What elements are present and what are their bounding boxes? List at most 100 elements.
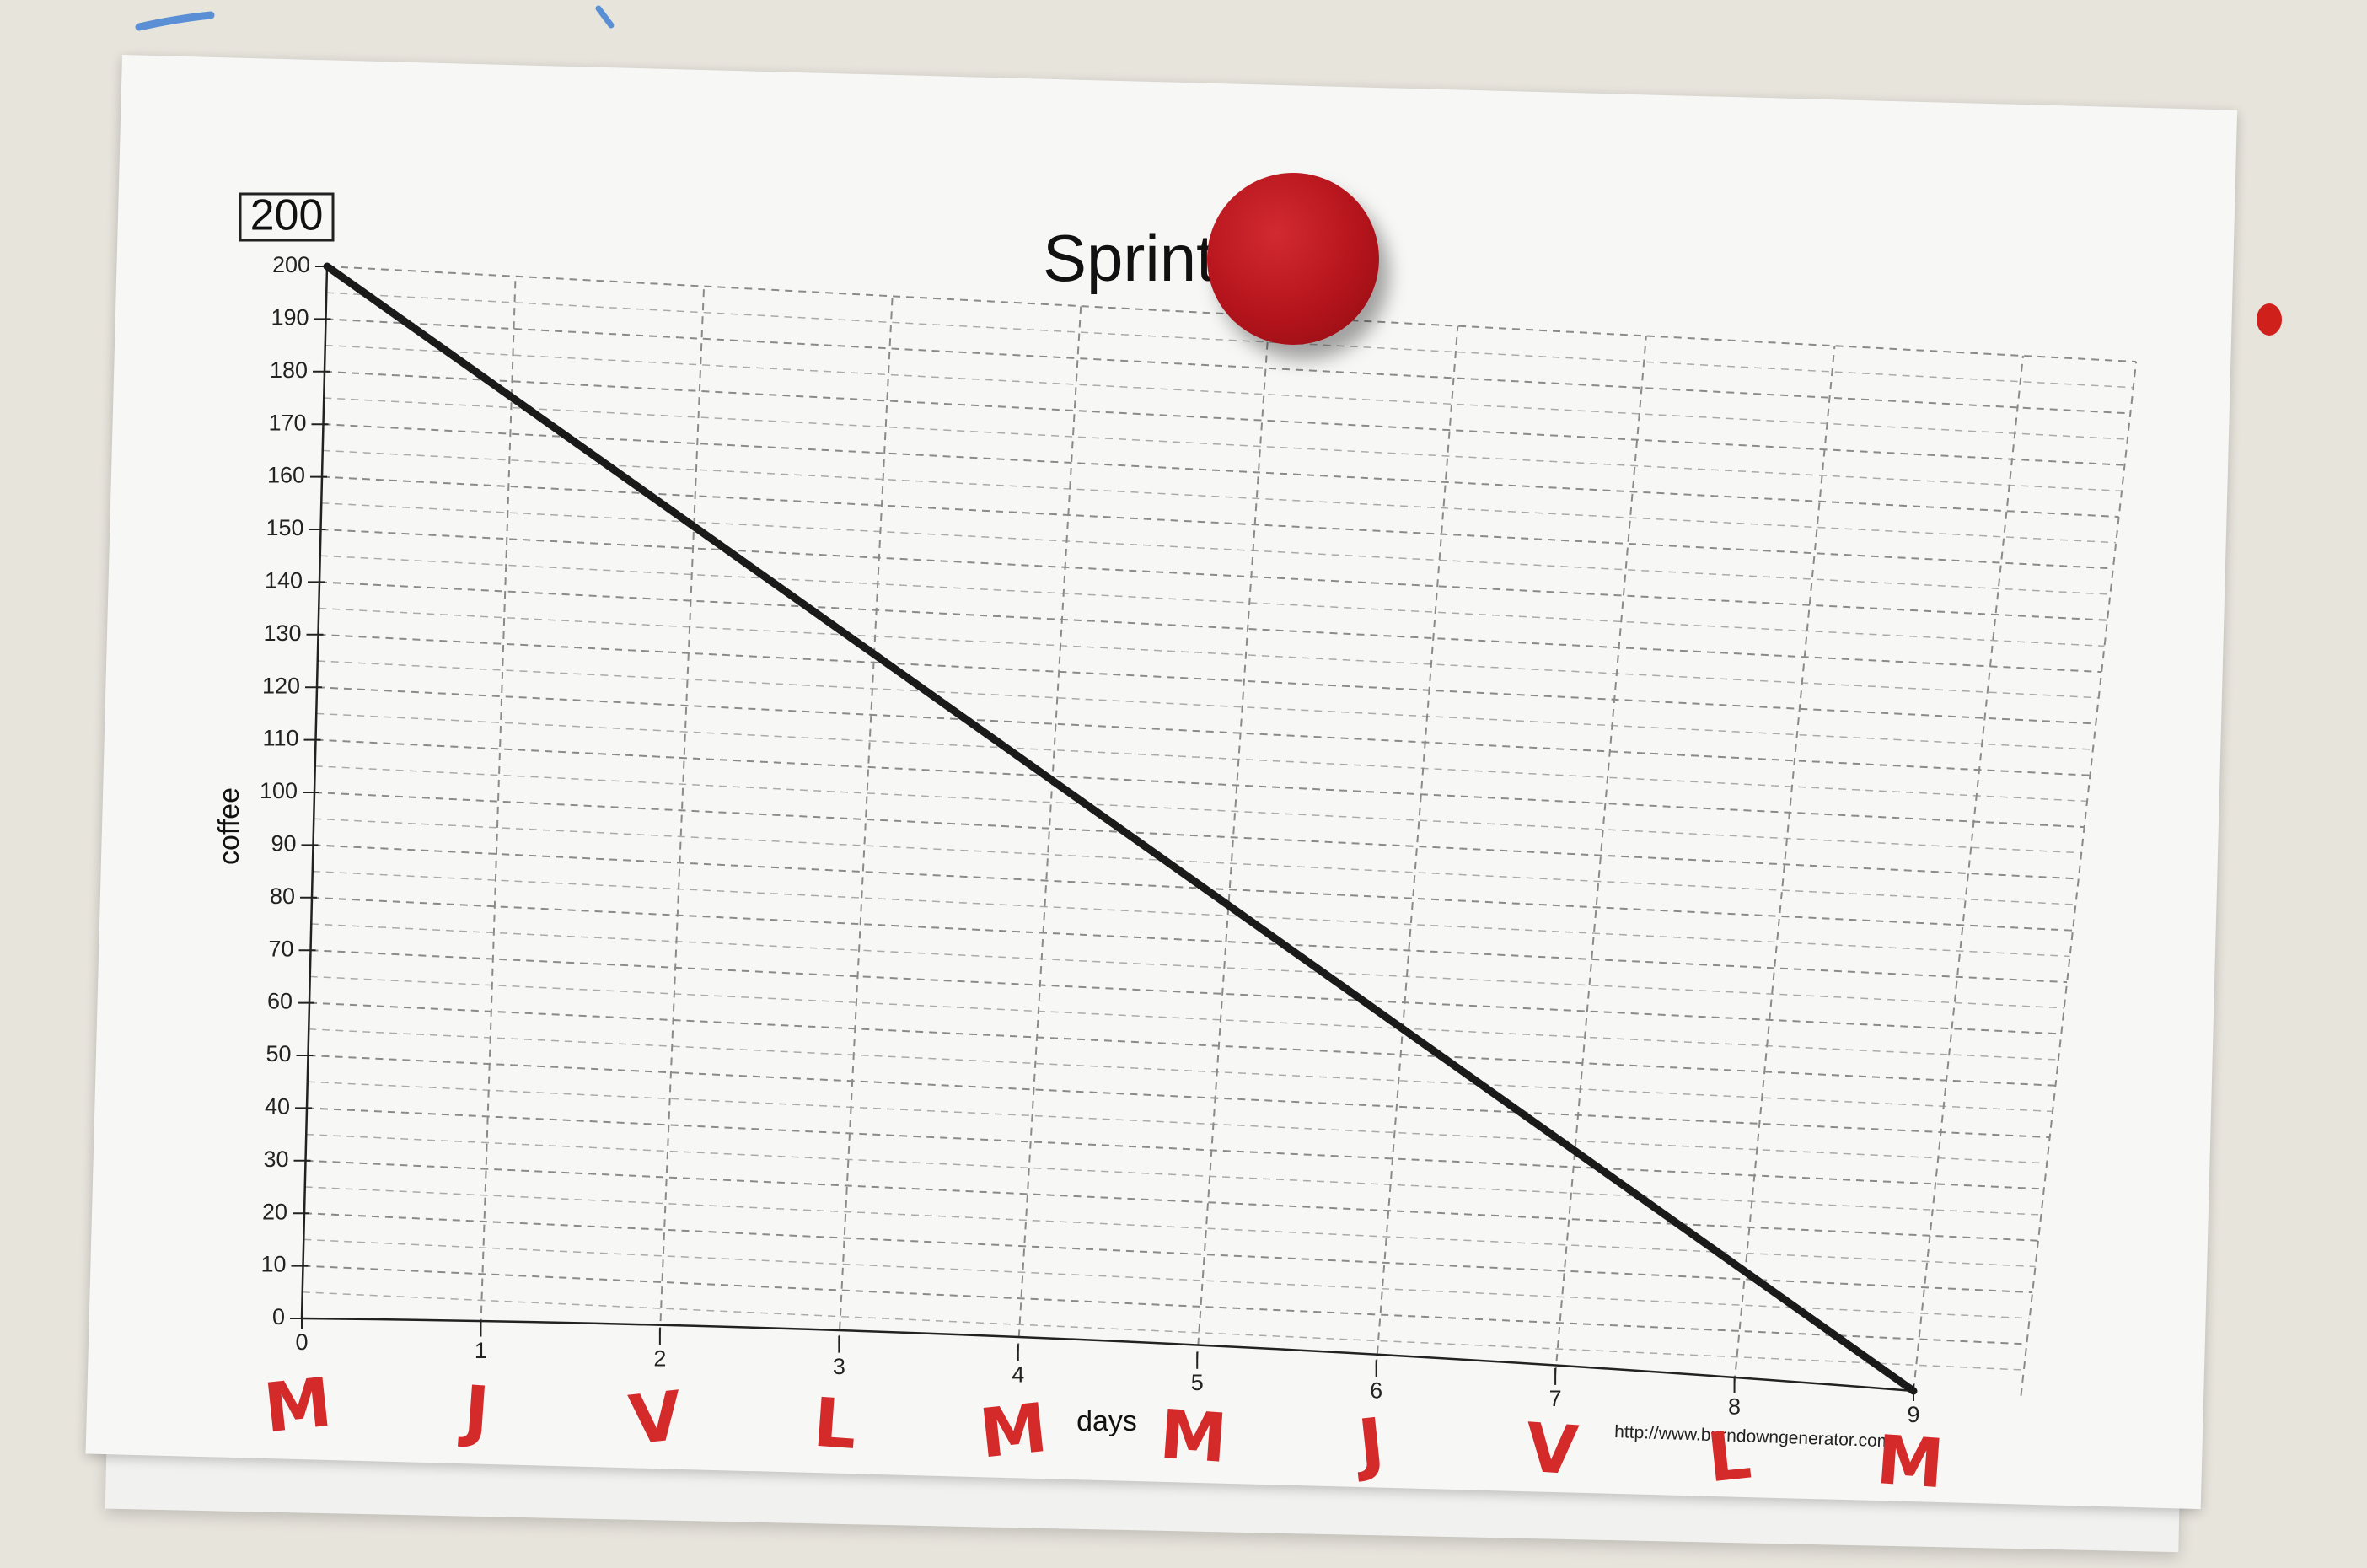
y-tick-label: 160	[267, 463, 305, 488]
blue-marker-stroke	[135, 5, 615, 31]
y-tick-label: 70	[268, 936, 293, 961]
day-letter: V	[625, 1377, 685, 1460]
grid-line-y	[324, 370, 2125, 466]
grid-line-y	[316, 686, 2091, 776]
red-magnet	[1207, 173, 1379, 345]
grid-line-y-minor	[321, 502, 2111, 595]
grid-line-y	[303, 1265, 2027, 1345]
y-tick-label: 30	[263, 1146, 288, 1172]
y-tick-label: 80	[270, 883, 295, 909]
grid-line-y	[306, 1107, 2044, 1190]
x-tick-label: 2	[653, 1345, 666, 1371]
y-tick-label: 180	[270, 357, 308, 383]
y-tick-label: 120	[262, 673, 300, 698]
grid-line-y-minor	[307, 1081, 2048, 1164]
grid-line-y	[321, 475, 2113, 570]
grid-line-y	[323, 423, 2119, 518]
footer-url: http://www.burndowngenerator.com	[1614, 1422, 1892, 1451]
grid-line-x	[1375, 325, 1459, 1367]
grid-line-y-minor	[314, 818, 2076, 905]
grid-line-y-minor	[309, 1028, 2053, 1113]
y-tick-label: 20	[262, 1199, 287, 1224]
grid-line-y	[310, 949, 2062, 1035]
grid-line-y	[314, 792, 2079, 880]
grid-line-y	[309, 1001, 2056, 1087]
grid-line-y-minor	[324, 397, 2123, 492]
day-letter: M	[1874, 1420, 1946, 1503]
grid-line-x	[1733, 346, 1836, 1383]
total-box-value: 200	[250, 191, 324, 240]
day-letter: M	[976, 1388, 1051, 1474]
grid-line-y-minor	[306, 1133, 2042, 1216]
y-tick-label: 100	[260, 778, 298, 803]
horizontal-grid	[302, 266, 2137, 1371]
chart-title: Sprint	[1043, 221, 1215, 295]
y-tick-label: 140	[265, 568, 303, 593]
y-tick-label: 150	[266, 515, 303, 540]
grid-line-y-minor	[319, 555, 2105, 647]
x-tick-label: 6	[1370, 1378, 1382, 1404]
series	[323, 262, 1918, 1395]
y-tick-label: 50	[266, 1041, 291, 1066]
x-tick-label: 3	[833, 1354, 845, 1379]
grid-line-y-minor	[303, 1238, 2030, 1319]
y-tick-labels: 0 10 20 30 40 50 60 70 80 90 100 110 120 130 140 150 160…	[260, 252, 310, 1329]
y-tick-label: 40	[265, 1094, 290, 1120]
grid-line-y-minor	[325, 344, 2128, 440]
y-tick-label: 90	[271, 831, 296, 856]
grid-line-y	[305, 1159, 2039, 1242]
grid-line-y	[325, 318, 2131, 415]
grid-line-y	[303, 1212, 2033, 1294]
grid-line-y-minor	[312, 870, 2070, 958]
total-box	[239, 192, 335, 242]
grid-line-y-minor	[304, 1186, 2036, 1268]
grid-line-y	[315, 738, 2085, 829]
day-letter: V	[1523, 1409, 1581, 1490]
x-tick-label: 7	[1549, 1386, 1562, 1411]
y-tick-label: 10	[260, 1252, 286, 1277]
grid-line-y-minor	[317, 660, 2093, 750]
red-marker-dot	[2257, 303, 2282, 336]
y-tick-label: 60	[267, 989, 293, 1014]
y-axis-label: coffee	[213, 787, 245, 865]
y-tick-label: 170	[268, 410, 306, 435]
day-letter: J	[457, 1371, 491, 1451]
x-tick-label: 0	[295, 1329, 308, 1355]
burndown-line	[323, 262, 1918, 1395]
grid-line-y	[311, 896, 2068, 984]
day-letter: M	[260, 1363, 335, 1448]
day-letter: L	[811, 1383, 859, 1464]
x-tick-label: 4	[1012, 1361, 1024, 1387]
day-letter: L	[1704, 1415, 1754, 1498]
grid-line-y-minor	[314, 765, 2082, 854]
y-tick-label: 200	[272, 252, 310, 277]
day-letter: M	[1157, 1395, 1230, 1478]
y-tick-label: 110	[262, 726, 298, 751]
grid-line-y-minor	[319, 607, 2099, 699]
grid-line-x	[1554, 336, 1647, 1375]
grid-line-y-minor	[309, 975, 2058, 1061]
grid-line-x	[1913, 355, 2024, 1392]
grid-line-y-minor	[311, 923, 2064, 1009]
grid-line-y-minor	[322, 449, 2117, 544]
day-letter: J	[1350, 1404, 1387, 1485]
grid-line-x-edge	[2020, 361, 2138, 1396]
x-tick-label: 1	[475, 1338, 487, 1363]
grid-line-y	[308, 1055, 2050, 1139]
axes	[290, 266, 1914, 1401]
x-axis-label: days	[1076, 1405, 1137, 1437]
grid-line-y	[320, 529, 2108, 621]
x-tick-labels: 0 1 2 3 4 5 6 7 8 9	[295, 1329, 1919, 1427]
x-tick-label: 5	[1191, 1370, 1204, 1395]
grid-line-y-minor	[302, 1291, 2024, 1371]
x-axis-line	[301, 1317, 1914, 1393]
y-tick-label: 130	[263, 620, 301, 646]
grid-line-y	[318, 633, 2096, 725]
grid-line-y-minor	[326, 292, 2134, 389]
grid-line-y	[313, 844, 2074, 932]
x-tick-label: 8	[1728, 1394, 1741, 1420]
vertical-grid	[480, 276, 2138, 1396]
x-tick-label: 9	[1907, 1402, 1919, 1427]
